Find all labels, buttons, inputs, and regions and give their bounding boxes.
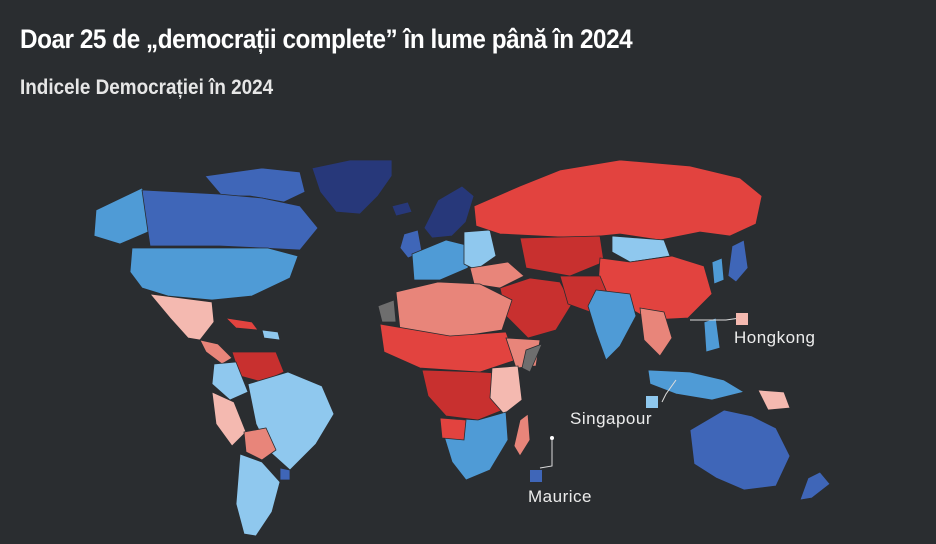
region-uruguay	[279, 467, 291, 481]
callout-swatch-singapour	[646, 396, 658, 408]
region-indonesia	[647, 369, 746, 401]
region-png	[757, 389, 791, 411]
region-alaska	[93, 187, 151, 245]
region-peru	[211, 391, 247, 447]
region-russia	[473, 159, 763, 241]
region-japan	[727, 239, 749, 283]
region-southeast-asia	[639, 307, 673, 357]
region-greenland	[311, 159, 393, 215]
callout-swatch-maurice	[530, 470, 542, 482]
region-india	[587, 289, 637, 361]
region-western-europe	[411, 239, 471, 281]
region-middle-east	[499, 277, 573, 339]
region-iceland	[391, 201, 413, 217]
region-madagascar	[513, 413, 531, 457]
region-colombia	[211, 361, 249, 401]
page-title: Doar 25 de „democrații complete” în lume…	[20, 24, 633, 54]
region-new-zealand	[799, 471, 831, 501]
region-eastern-europe	[463, 229, 497, 271]
region-scandinavia	[423, 185, 475, 239]
region-caribbean	[261, 329, 281, 341]
region-western-sahara	[377, 299, 397, 323]
region-australia	[689, 409, 791, 491]
region-angola	[439, 417, 467, 441]
region-philippines	[703, 317, 721, 353]
region-central-africa	[421, 369, 513, 421]
region-usa	[129, 247, 299, 301]
callout-line-hongkong	[690, 317, 741, 321]
region-mauritius	[550, 436, 554, 440]
region-korea	[711, 257, 725, 285]
callout-label-singapour: Singapour	[570, 409, 652, 428]
callout-swatch-hongkong	[736, 313, 748, 325]
callout-label-hongkong: Hongkong	[734, 328, 816, 347]
region-central-america	[199, 339, 233, 365]
region-east-africa	[489, 365, 523, 415]
region-bolivia	[243, 427, 277, 461]
region-canada	[141, 189, 319, 251]
callout-label-maurice: Maurice	[528, 487, 592, 506]
region-cuba	[224, 317, 259, 331]
region-central-asia	[519, 235, 605, 277]
page-subtitle: Indicele Democrației în 2024	[20, 76, 274, 99]
region-turkey	[469, 261, 525, 289]
callout-line-maurice	[539, 440, 553, 469]
region-mexico	[149, 293, 215, 341]
region-sahel	[379, 323, 517, 373]
region-somalia	[521, 343, 543, 373]
region-argentina	[235, 453, 281, 537]
callout-line-singapour	[661, 379, 677, 403]
